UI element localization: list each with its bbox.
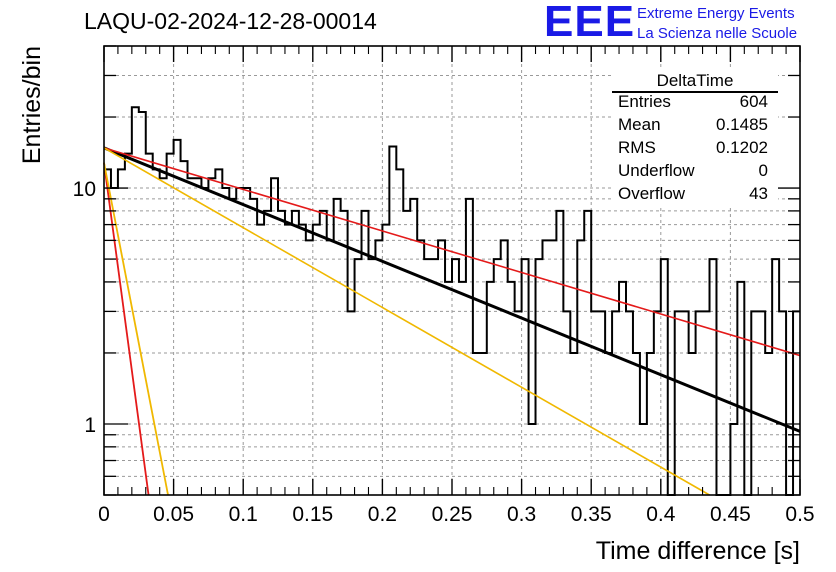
logo-line-2: La Scienza nelle Scuole	[637, 25, 798, 42]
stats-value: 43	[749, 184, 768, 203]
eee-logo-mark: EEE	[544, 0, 636, 46]
x-tick-label: 0.2	[368, 503, 397, 526]
x-axis-label: Time difference [s]	[596, 537, 800, 565]
stats-label: Entries	[618, 92, 671, 111]
stats-value: 604	[739, 92, 768, 111]
stats-value: 0	[758, 161, 768, 180]
fit-line	[103, 162, 150, 496]
x-tick-label: 0.15	[292, 503, 333, 526]
x-tick-label: 0.45	[710, 503, 751, 526]
stats-value: 0.1202	[716, 138, 768, 157]
y-axis-label: Entries/bin	[18, 46, 46, 164]
fit-line	[103, 162, 169, 496]
y-tick-label: 10	[73, 178, 96, 201]
stats-label: Overflow	[618, 184, 686, 203]
x-tick-label: 0.4	[646, 503, 676, 526]
stats-box: DeltaTime Entries 604 Mean 0.1485 RMS 0.…	[612, 70, 778, 208]
stats-row: RMS 0.1202	[618, 138, 768, 160]
stats-title: DeltaTime	[656, 71, 734, 90]
x-tick-label: 0.1	[229, 503, 258, 526]
plot-title: LAQU-02-2024-12-28-00014	[84, 8, 377, 34]
fit-lines	[103, 146, 801, 496]
x-tick-label: 0	[98, 503, 110, 526]
x-tick-label: 0.5	[785, 503, 814, 526]
fit-line	[103, 146, 801, 433]
fit-line	[103, 147, 801, 357]
x-tick-label: 0.05	[153, 503, 194, 526]
stats-row: Overflow 43	[618, 184, 768, 206]
stats-title-underline	[612, 91, 778, 93]
grid-lines	[104, 45, 800, 496]
fit-line	[103, 147, 710, 496]
stats-label: Underflow	[618, 161, 695, 180]
stats-row: Mean 0.1485	[618, 115, 768, 137]
stats-label: RMS	[618, 138, 656, 157]
stats-value: 0.1485	[716, 115, 768, 134]
y-tick-label: 1	[84, 414, 96, 437]
stats-label: Mean	[618, 115, 661, 134]
histogram-bars	[104, 106, 800, 496]
stats-row: Underflow 0	[618, 161, 768, 183]
axis-ticks: 0 0.05 0.1 0.15 0.2 0.25 0.3 0.35 0.4 0.45 0.5 1 10	[73, 45, 815, 526]
logo-line-1: Extreme Energy Events	[637, 5, 795, 22]
stats-row: Entries 604	[618, 92, 768, 114]
x-tick-label: 0.35	[571, 503, 612, 526]
x-tick-label: 0.3	[507, 503, 536, 526]
histogram-outline	[104, 106, 800, 496]
eee-logo: EEE Extreme Energy Events La Scienza nel…	[544, 0, 834, 46]
x-tick-label: 0.25	[432, 503, 473, 526]
